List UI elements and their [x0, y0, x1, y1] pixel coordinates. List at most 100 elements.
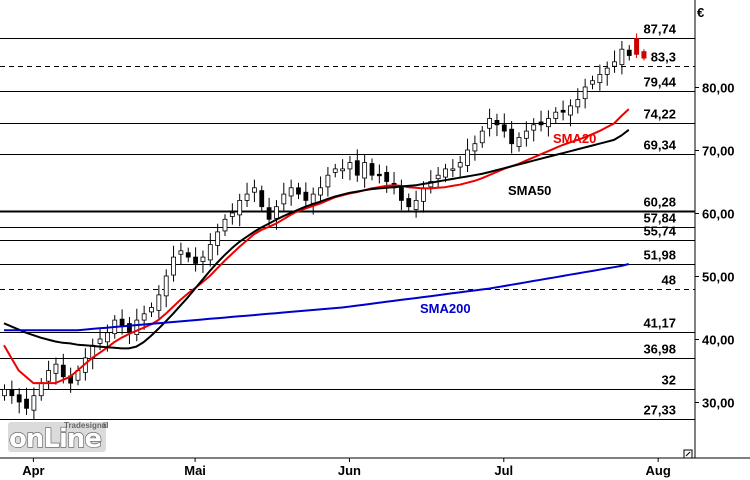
candle-body — [435, 174, 441, 180]
sma50-label: SMA50 — [508, 183, 551, 198]
currency-label: € — [697, 5, 704, 20]
y-axis: 30,00 40,00 50,00 60,00 70,00 80,00 — [695, 81, 735, 411]
candle-body — [171, 256, 176, 276]
candle-body — [590, 80, 595, 85]
level-label: 36,98 — [643, 342, 676, 357]
candle-body — [53, 363, 59, 374]
sma50-line — [3, 129, 630, 350]
level-label: 83,3 — [651, 50, 676, 65]
candle-body — [398, 187, 404, 201]
candle-body — [229, 212, 235, 217]
candle-body — [31, 395, 37, 411]
candle-body — [259, 190, 265, 208]
candle-body — [604, 67, 610, 75]
level-label: 69,34 — [643, 138, 676, 153]
candle-body — [546, 118, 551, 128]
candle-body — [553, 111, 559, 119]
candle-body — [457, 162, 463, 168]
sma200-line — [4, 263, 630, 332]
candle-body — [288, 187, 294, 197]
candle-body — [494, 119, 500, 126]
level-label: 27,33 — [643, 403, 676, 418]
candle-body — [362, 162, 368, 179]
candle-body — [413, 199, 419, 210]
candle-body — [501, 124, 507, 132]
candle-body — [472, 143, 478, 152]
level-label: 74,22 — [643, 107, 676, 122]
candle-body — [619, 48, 625, 66]
candle-body — [215, 231, 221, 246]
candle-body — [531, 124, 537, 131]
candle-body — [46, 370, 51, 382]
candle-body — [60, 364, 66, 378]
candle-body — [568, 105, 573, 116]
candle-body — [318, 187, 323, 196]
candle-body — [303, 191, 309, 201]
y-tick-label: 30,00 — [702, 396, 735, 411]
level-label: 57,84 — [643, 211, 676, 226]
level-label: 87,74 — [643, 22, 676, 37]
candle-body — [523, 130, 529, 139]
candle-body — [156, 294, 162, 311]
candle-body — [2, 388, 7, 397]
candle-body — [281, 193, 287, 205]
candle-body — [354, 160, 360, 176]
resize-grip-icon[interactable] — [683, 449, 693, 459]
candle-body — [105, 332, 110, 343]
candle-body — [428, 181, 434, 188]
candle-body — [597, 74, 603, 83]
x-tick-label: Mai — [184, 463, 206, 478]
candle-body — [207, 244, 213, 261]
sma20-label: SMA20 — [553, 131, 596, 146]
candle-body — [406, 198, 412, 208]
candle-body — [237, 199, 243, 216]
level-label: 51,98 — [643, 248, 676, 263]
candle-body — [509, 128, 515, 145]
candle-body — [332, 168, 338, 173]
candle-body — [97, 338, 103, 344]
candle-body — [575, 99, 581, 108]
tradesignal-logo: onLine Tradesignal ® — [8, 421, 108, 455]
candle-body — [266, 207, 272, 220]
candle-body — [149, 307, 154, 313]
candle-body — [582, 86, 588, 100]
candle-body — [38, 382, 44, 397]
candle-body — [9, 389, 15, 397]
level-label: 55,74 — [643, 224, 676, 239]
candle-body — [376, 173, 382, 177]
candle-body — [347, 162, 353, 170]
candle-body — [251, 187, 257, 193]
svg-text:Tradesignal: Tradesignal — [64, 421, 108, 430]
candle-body — [163, 275, 169, 297]
x-tick-label: Apr — [22, 463, 44, 478]
y-tick-label: 80,00 — [702, 81, 735, 96]
y-tick-label: 70,00 — [702, 144, 735, 159]
x-tick-label: Jul — [494, 463, 513, 478]
candle-body — [465, 149, 470, 166]
svg-text:onLine: onLine — [9, 424, 101, 454]
candle-body — [244, 193, 250, 201]
moving-averages — [3, 108, 630, 385]
x-tick-label: Aug — [646, 463, 671, 478]
candle-body — [222, 218, 228, 232]
candle-body — [369, 163, 375, 176]
candle-body — [479, 130, 485, 144]
level-label: 41,17 — [643, 316, 676, 331]
candle-body — [421, 187, 426, 202]
candle-body — [310, 193, 316, 204]
candle-body — [178, 250, 184, 255]
candle-body — [626, 49, 632, 56]
x-axis: AprMaiJunJulAugSepOkt — [22, 458, 671, 478]
y-tick-label: 50,00 — [702, 270, 735, 285]
candle-body — [185, 252, 191, 258]
y-tick-label: 40,00 — [702, 333, 735, 348]
level-label: 79,44 — [643, 75, 676, 90]
candle-body — [487, 118, 493, 129]
y-tick-label: 60,00 — [702, 207, 735, 222]
candle-body — [200, 256, 206, 262]
candle-body — [16, 394, 22, 403]
candle-body — [384, 171, 390, 182]
candle-body — [641, 51, 647, 59]
